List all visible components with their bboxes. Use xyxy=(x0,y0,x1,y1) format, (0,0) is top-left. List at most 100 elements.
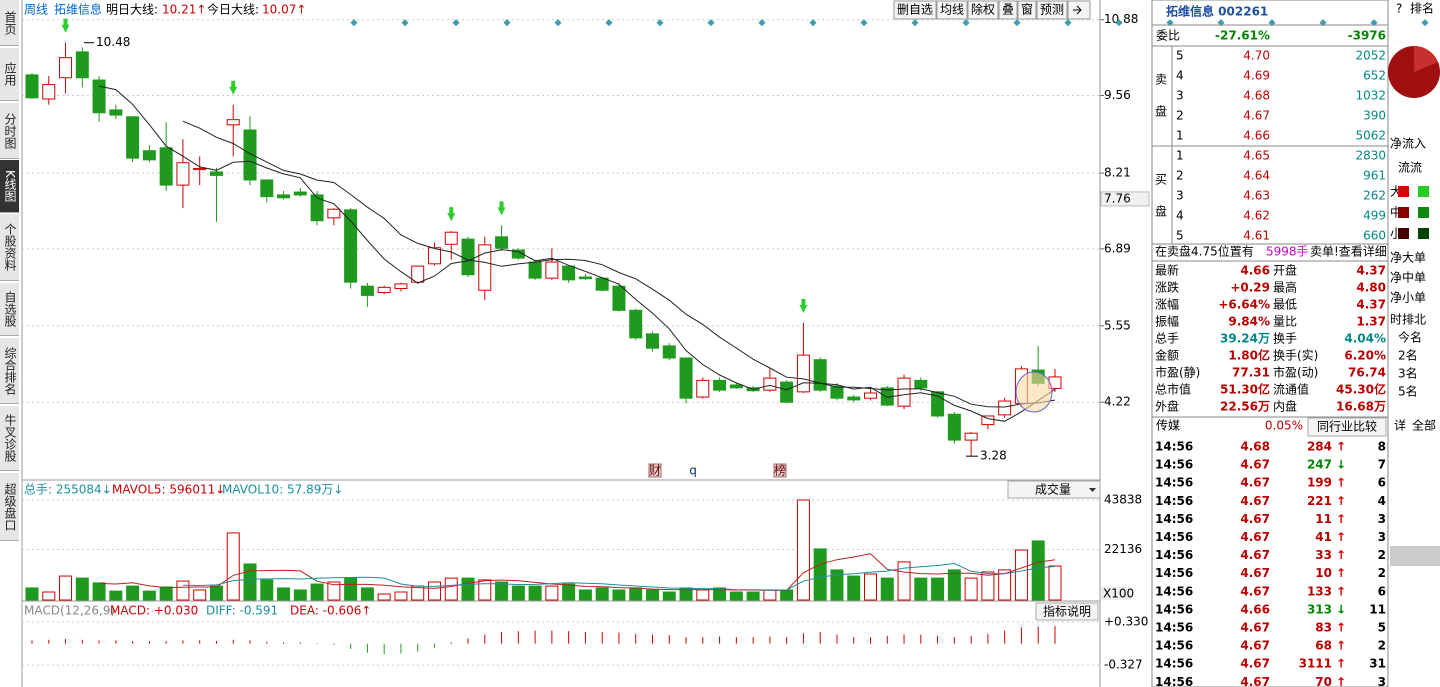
diamond xyxy=(1421,19,1429,27)
y-tick-label: 43838 xyxy=(1104,493,1142,507)
value: 10.07↑ xyxy=(262,3,306,17)
button[interactable] xyxy=(1035,602,1099,621)
tool-button-label[interactable]: 预测 xyxy=(1040,3,1064,17)
candle-body xyxy=(729,384,743,389)
side-tab[interactable]: 个股资料 xyxy=(0,214,19,281)
tool-button-label[interactable]: 叠 xyxy=(1002,3,1014,17)
side-tab[interactable]: 应用 xyxy=(0,48,19,101)
event-marker-label[interactable]: 榜 xyxy=(774,463,786,478)
macd-legend: DIFF: -0.591 xyxy=(206,604,278,618)
volume-bar xyxy=(645,589,659,601)
candle-body xyxy=(713,379,727,391)
volume-bar xyxy=(394,591,408,601)
volume-bar xyxy=(981,571,995,601)
event-marker[interactable] xyxy=(687,464,699,477)
value: 39.24万 xyxy=(1220,332,1270,346)
volume: 41 xyxy=(1315,530,1332,544)
direction: ↑ xyxy=(1336,639,1346,653)
volume-bar xyxy=(25,587,39,601)
candle-body xyxy=(243,129,257,181)
label: 委比 xyxy=(1156,29,1180,43)
event-marker[interactable] xyxy=(648,463,662,478)
rank-tab[interactable]: 排名 xyxy=(1410,1,1434,16)
value: 45.30亿 xyxy=(1336,382,1386,397)
count: 3 xyxy=(1378,530,1386,544)
tool-button[interactable] xyxy=(998,0,1018,20)
button-label[interactable]: 指标说明 xyxy=(1043,604,1091,619)
event-marker-label[interactable]: q xyxy=(689,464,697,478)
candle-body xyxy=(92,79,106,114)
candle-body xyxy=(629,309,643,339)
side-tab[interactable]: 首页 xyxy=(0,0,19,46)
button-label[interactable]: 同行业比较 xyxy=(1317,419,1377,434)
tool-button[interactable] xyxy=(1036,0,1068,20)
candle-body xyxy=(947,413,961,441)
y-tick-label: 6.89 xyxy=(1104,241,1131,255)
tool-button[interactable] xyxy=(967,0,999,20)
level: 1 xyxy=(1176,149,1184,163)
tool-button-label[interactable]: 删自选 xyxy=(897,3,933,17)
label: 金额 xyxy=(1155,348,1179,363)
unit-box xyxy=(1101,587,1131,600)
count: 3 xyxy=(1378,675,1386,687)
tool-button[interactable] xyxy=(1017,0,1037,20)
side-tab[interactable]: K线图 xyxy=(0,160,19,213)
candle-body xyxy=(964,432,978,441)
value: 4.80 xyxy=(1356,281,1386,295)
price: 4.67 xyxy=(1240,476,1270,490)
volume-bar xyxy=(92,582,106,601)
signal-arrow xyxy=(447,207,456,222)
side-tab[interactable]: 超级盘口 xyxy=(0,473,19,541)
direction: ↑ xyxy=(1336,440,1346,454)
y-tick-label: 22136 xyxy=(1104,542,1142,556)
volume-bar xyxy=(260,579,274,601)
tool-button[interactable] xyxy=(893,0,937,20)
tab[interactable]: 全部 xyxy=(1412,418,1436,433)
volume-bar xyxy=(444,577,458,601)
volume-legend: 总手: 255084↓ xyxy=(24,483,112,497)
candle-body xyxy=(176,162,190,186)
time: 14:56 xyxy=(1155,440,1193,454)
tool-button[interactable] xyxy=(936,0,968,20)
candle-body xyxy=(595,277,609,291)
macd-legend: MACD: +0.030 xyxy=(110,604,198,618)
value: -3976 xyxy=(1348,29,1386,43)
label: 卖 xyxy=(1155,73,1167,87)
tool-button-label[interactable]: 除权 xyxy=(971,2,995,17)
help[interactable]: ? xyxy=(1396,2,1402,16)
candle-body xyxy=(293,191,307,196)
diamond xyxy=(401,19,409,27)
volume-legend: MAVOL10: 57.89万↓ xyxy=(222,483,343,497)
volume: 660 xyxy=(1363,229,1386,243)
label: 净中单 xyxy=(1390,270,1426,285)
notice-link[interactable]: 卖单!查看详细 xyxy=(1310,244,1387,259)
side-tab[interactable]: 自选股 xyxy=(0,283,19,336)
dropdown-label[interactable]: 成交量 xyxy=(1035,482,1071,497)
direction: ↑ xyxy=(1336,584,1346,598)
side-tab[interactable]: 分时图 xyxy=(0,103,19,159)
tool-button-label[interactable]: 均线 xyxy=(940,3,964,17)
side-tab[interactable]: 牛叉诊股 xyxy=(0,406,19,471)
button[interactable] xyxy=(1307,417,1387,437)
event-marker-label[interactable]: 财 xyxy=(649,464,661,478)
direction: ↑ xyxy=(1336,548,1346,562)
diamond xyxy=(962,19,970,27)
swatch xyxy=(1398,207,1409,218)
event-marker[interactable] xyxy=(773,463,787,478)
tab[interactable]: 详 xyxy=(1394,418,1406,433)
direction: ↑ xyxy=(1336,675,1346,687)
volume-bar xyxy=(562,583,576,601)
side-tab[interactable]: 综合排名 xyxy=(0,338,19,404)
tool-button-label[interactable]: 窗 xyxy=(1021,3,1033,17)
candle-body xyxy=(126,116,140,159)
candle-body xyxy=(444,231,458,245)
diamond xyxy=(554,19,562,27)
price: 4.67 xyxy=(1240,621,1270,635)
value: 22.56万 xyxy=(1220,400,1270,414)
dropdown[interactable] xyxy=(1007,480,1101,499)
candle-body xyxy=(511,249,525,259)
count: 2 xyxy=(1378,566,1386,580)
signal-arrow xyxy=(61,18,70,33)
